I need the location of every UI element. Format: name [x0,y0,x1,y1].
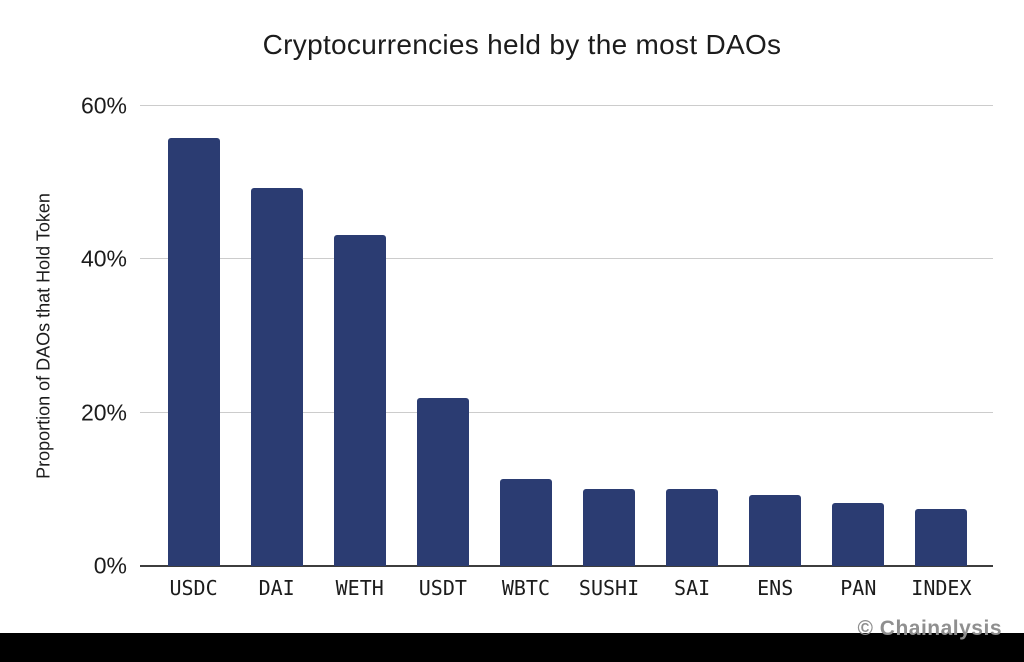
bar-index [915,509,968,566]
x-tick-label-index: INDEX [911,576,972,600]
bar-slot-usdc [152,106,235,566]
x-axis-baseline [140,565,993,567]
x-tick-label-pan: PAN [840,576,877,600]
y-tick-label-60%: 60% [80,92,127,119]
gridline-20% [140,411,993,413]
chainalysis-watermark: © Chainalysis [857,617,1002,640]
bar-weth [333,234,386,566]
x-tick-label-usdt: USDT [418,576,467,600]
bar-slot-dai [235,106,318,566]
y-tick-label-0%: 0% [93,552,127,579]
bar-slot-wbtc [484,106,567,566]
x-tick-label-wbtc: WBTC [501,576,550,600]
bar-slot-ens [734,106,817,566]
bar-ens [749,494,802,566]
x-tick-label-sushi: SUSHI [578,576,640,600]
bar-wbtc [499,479,552,566]
bar-slot-sushi [567,106,650,566]
chart-title: Cryptocurrencies held by the most DAOs [262,29,782,60]
x-tick-label-dai: DAI [258,576,295,600]
bar-usdt [416,398,469,566]
bar-slot-sai [651,106,734,566]
bar-slot-usdt [401,106,484,566]
gridline-60% [140,105,993,106]
bar-sai [666,489,719,566]
x-tick-label-weth: WETH [335,576,384,600]
y-tick-label-20%: 20% [80,399,127,426]
bar-slot-pan [817,106,900,566]
bar-sushi [583,489,636,566]
x-axis-tick-labels: USDC DAI WETH USDT WBTC SUSHI SAI ENS PAN INDEX [152,576,983,600]
bar-dai [250,188,303,566]
bar-slot-weth [318,106,401,566]
bottom-black-strip [0,633,1024,662]
gridline-40% [140,258,993,260]
bar-pan [832,503,885,566]
y-tick-label-40%: 40% [80,245,127,272]
x-tick-label-ens: ENS [757,576,794,600]
x-tick-label-sai: SAI [674,576,711,600]
plot-area [140,105,993,567]
bar-usdc [167,138,220,566]
y-axis-tick-labels: 0% 20% 40% 60% [0,93,127,579]
bar-slot-index [900,106,983,566]
bars-layer [152,106,983,566]
x-tick-label-usdc: USDC [169,576,218,600]
